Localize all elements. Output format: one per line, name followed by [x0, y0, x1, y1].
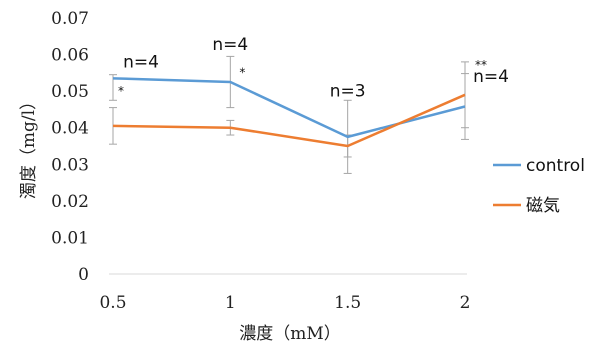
- x-axis-title: 濃度（mM）: [239, 324, 341, 344]
- sample-size-label: n=4: [212, 35, 248, 55]
- sample-size-label: n=4: [123, 52, 159, 72]
- legend-label: 磁気: [526, 196, 560, 216]
- legend-label: control: [526, 156, 585, 176]
- y-tick-label: 0.07: [51, 9, 89, 29]
- y-tick-label: 0.01: [51, 228, 89, 248]
- x-tick-label: 1: [225, 293, 236, 313]
- y-axis-ticks: 0 0.01 0.02 0.03 0.04 0.05 0.06 0.07: [51, 9, 89, 285]
- x-tick-label: 1.5: [334, 293, 361, 313]
- x-tick-label: 2: [460, 293, 471, 313]
- legend: control 磁気: [493, 156, 585, 216]
- x-axis-ticks: 0.5 1 1.5 2: [99, 293, 470, 313]
- significance-marker: *: [239, 66, 245, 80]
- significance-marker: **: [475, 58, 487, 72]
- series-lines: [112, 77, 466, 148]
- sample-size-label: n=4: [473, 67, 509, 87]
- y-tick-label: 0.04: [51, 119, 89, 139]
- y-tick-label: 0.02: [51, 192, 89, 212]
- y-tick-label: 0.03: [51, 155, 89, 175]
- y-axis-title: 濁度（mg/l）: [19, 93, 39, 199]
- y-tick-label: 0: [78, 265, 89, 285]
- x-tick-label: 0.5: [99, 293, 126, 313]
- series-line-magnetic: [112, 93, 466, 148]
- error-bars: [109, 55, 469, 174]
- y-tick-label: 0.05: [51, 82, 89, 102]
- annotations: n=4n=4n=3n=4****: [118, 35, 509, 101]
- series-line-control: [112, 77, 466, 139]
- significance-marker: *: [118, 84, 124, 98]
- y-tick-label: 0.06: [51, 46, 89, 66]
- sample-size-label: n=3: [330, 82, 366, 102]
